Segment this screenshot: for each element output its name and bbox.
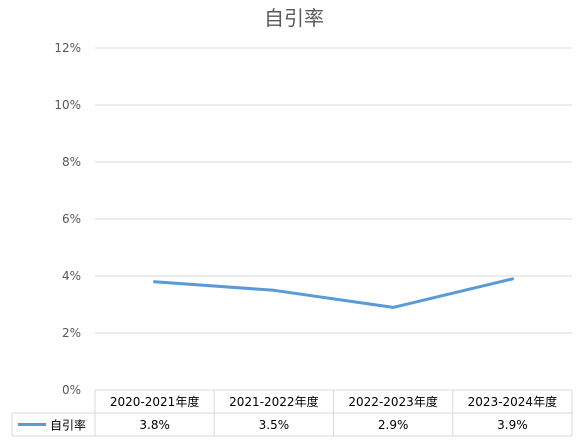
data-table: 2020-2021年度 2021-2022年度 2022-2023年度 2023-20…	[11, 389, 573, 437]
chart-title: 自引率	[264, 6, 324, 30]
y-tick-label: 12%	[54, 41, 81, 55]
category-label: 2021-2022年度	[229, 394, 318, 409]
y-axis-ticks: 0% 2% 4% 6% 8% 10% 12%	[54, 41, 81, 397]
y-tick-label: 10%	[54, 98, 81, 112]
category-label: 2020-2021年度	[110, 394, 199, 409]
data-point	[391, 305, 395, 309]
category-label: 2022-2023年度	[348, 394, 437, 409]
series-lines	[153, 277, 514, 309]
data-value-cell: 2.9%	[378, 418, 409, 432]
data-value-cell: 3.5%	[259, 418, 290, 432]
series-line	[153, 277, 514, 309]
y-tick-label: 4%	[62, 269, 81, 283]
y-tick-label: 8%	[62, 155, 81, 169]
y-tick-label: 6%	[62, 212, 81, 226]
category-label: 2023-2024年度	[468, 394, 557, 409]
y-tick-label: 0%	[62, 383, 81, 397]
data-point	[272, 288, 276, 292]
y-tick-label: 2%	[62, 326, 81, 340]
data-value-cell: 3.8%	[139, 418, 170, 432]
gridlines	[95, 47, 572, 334]
series-name-label: 自引率	[50, 418, 86, 433]
data-value-cell: 3.9%	[497, 418, 528, 432]
data-point	[510, 277, 514, 281]
data-point	[153, 280, 157, 284]
